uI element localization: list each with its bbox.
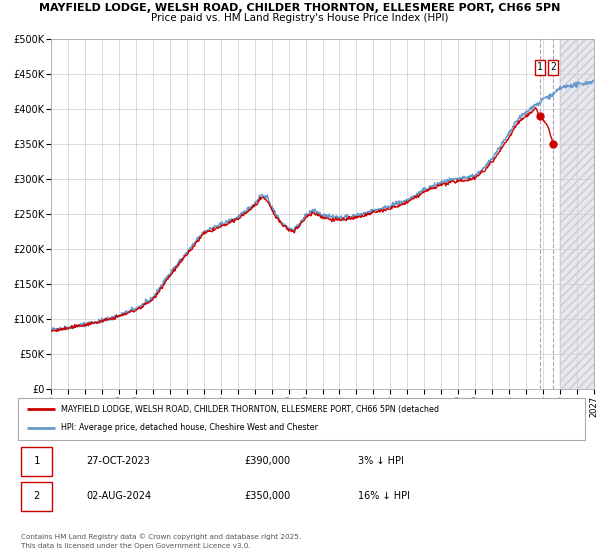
Text: £350,000: £350,000 [245,491,291,501]
Text: 16% ↓ HPI: 16% ↓ HPI [358,491,410,501]
Text: 1: 1 [34,456,40,466]
FancyBboxPatch shape [21,482,52,511]
FancyBboxPatch shape [18,398,585,440]
Text: HPI: Average price, detached house, Cheshire West and Chester: HPI: Average price, detached house, Ches… [61,423,317,432]
FancyBboxPatch shape [21,447,52,476]
Text: 3% ↓ HPI: 3% ↓ HPI [358,456,404,466]
Text: 27-OCT-2023: 27-OCT-2023 [86,456,150,466]
Text: MAYFIELD LODGE, WELSH ROAD, CHILDER THORNTON, ELLESMERE PORT, CH66 5PN (detached: MAYFIELD LODGE, WELSH ROAD, CHILDER THOR… [61,405,439,414]
Bar [560,39,594,389]
Text: 02-AUG-2024: 02-AUG-2024 [86,491,151,501]
Text: £390,000: £390,000 [245,456,291,466]
Text: MAYFIELD LODGE, WELSH ROAD, CHILDER THORNTON, ELLESMERE PORT, CH66 5PN: MAYFIELD LODGE, WELSH ROAD, CHILDER THOR… [40,3,560,13]
Text: 1: 1 [537,62,543,72]
Text: 2: 2 [550,62,556,72]
Text: Price paid vs. HM Land Registry's House Price Index (HPI): Price paid vs. HM Land Registry's House … [151,13,449,24]
Text: This data is licensed under the Open Government Licence v3.0.: This data is licensed under the Open Gov… [21,543,251,549]
Text: 2: 2 [34,491,40,501]
Text: Contains HM Land Registry data © Crown copyright and database right 2025.: Contains HM Land Registry data © Crown c… [21,533,301,540]
Bar [560,39,594,389]
